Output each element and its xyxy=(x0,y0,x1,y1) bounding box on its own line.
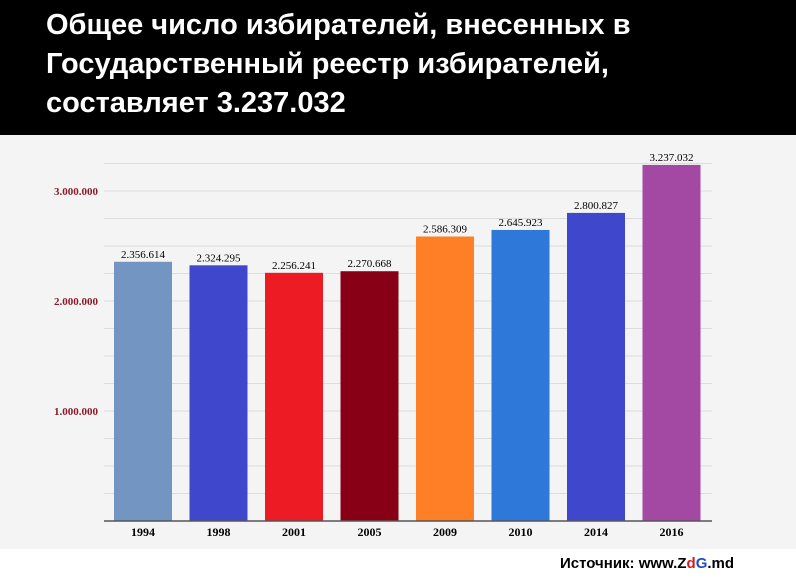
y-tick-label: 2.000.000 xyxy=(54,296,99,308)
chart-area: 1.000.000 2.000.000 3.000.000 2.356.614 1994… xyxy=(0,135,796,549)
y-tick-label: 1.000.000 xyxy=(54,406,99,418)
x-tick-label-2005: 2005 xyxy=(358,525,382,539)
source-credit: Источник: www.ZdG.md xyxy=(560,555,734,572)
x-tick-label-2009: 2009 xyxy=(433,525,457,539)
source-brand-d: d xyxy=(686,555,696,572)
bar-2016 xyxy=(642,164,701,521)
bar-2001 xyxy=(265,272,323,521)
header-banner: Общее число избирателей, внесенных в Гос… xyxy=(0,0,796,135)
title-line-3: составляет 3.237.032 xyxy=(46,87,346,119)
title-line-2: Государственный реестр избирателей, xyxy=(46,48,609,80)
x-tick-label-1998: 1998 xyxy=(207,525,231,539)
x-tick-label-2014: 2014 xyxy=(584,525,608,539)
source-brand-z: Z xyxy=(677,555,687,572)
bar-2005 xyxy=(340,271,399,521)
source-brand-g: G xyxy=(695,555,708,572)
x-tick-label-2016: 2016 xyxy=(660,525,684,539)
value-label-2001: 2.256.241 xyxy=(272,260,316,272)
bar-2014 xyxy=(567,212,625,521)
value-label-2005: 2.270.668 xyxy=(348,258,393,270)
bar-2010 xyxy=(491,229,550,521)
value-label-1994: 2.356.614 xyxy=(121,249,166,261)
x-tick-label-2001: 2001 xyxy=(282,525,306,539)
x-tick-label-2010: 2010 xyxy=(509,525,533,539)
source-prefix: Источник: www. xyxy=(560,555,678,572)
source-suffix: .md xyxy=(707,555,735,572)
value-label-2016: 3.237.032 xyxy=(650,152,694,164)
value-label-2010: 2.645.923 xyxy=(499,217,544,229)
value-label-2009: 2.586.309 xyxy=(423,224,468,236)
value-label-1998: 2.324.295 xyxy=(197,252,242,264)
title-line-1: Общее число избирателей, внесенных в xyxy=(46,9,631,41)
bar-2009 xyxy=(416,236,474,521)
value-label-2014: 2.800.827 xyxy=(574,200,619,212)
x-tick-label-1994: 1994 xyxy=(131,525,155,539)
bar-1998 xyxy=(189,265,248,521)
bar-1994 xyxy=(114,261,172,521)
y-tick-label: 3.000.000 xyxy=(54,186,99,198)
bar-chart: 1.000.000 2.000.000 3.000.000 2.356.614 1994… xyxy=(54,152,712,539)
